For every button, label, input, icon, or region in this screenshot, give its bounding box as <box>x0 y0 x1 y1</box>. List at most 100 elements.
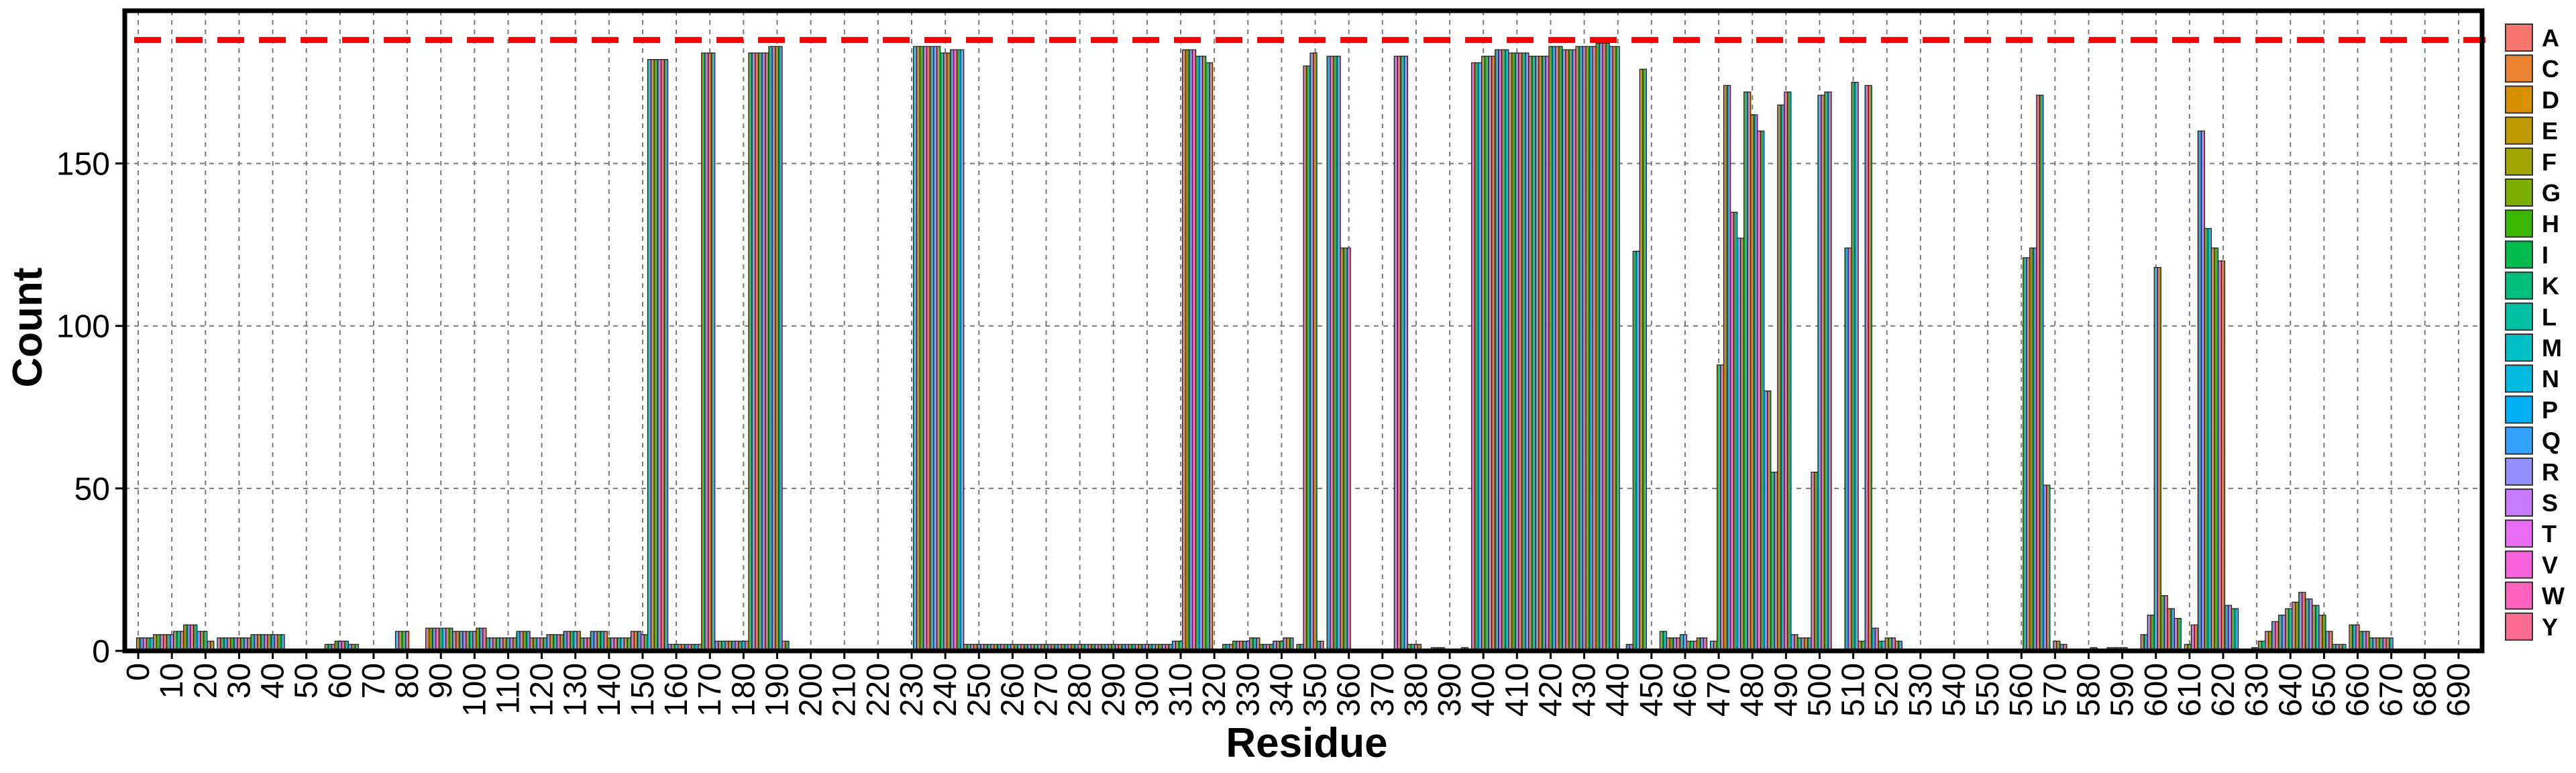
bar-segment <box>2271 621 2273 651</box>
bar-segment <box>2233 609 2235 651</box>
bar-segment <box>1210 62 1212 652</box>
bar-segment <box>1705 637 1707 651</box>
bar-segment <box>280 634 282 651</box>
bar-segment <box>2209 228 2210 652</box>
bar-segment <box>1605 43 1607 652</box>
bar-segment <box>537 637 539 651</box>
bar-segment <box>407 631 409 651</box>
bar-segment <box>348 644 350 651</box>
bar-segment <box>197 631 199 651</box>
bar-segment <box>1407 644 1409 651</box>
bar-segment <box>440 628 442 651</box>
bar-segment <box>2305 599 2307 651</box>
bar-segment <box>469 631 471 651</box>
bar-segment <box>519 631 521 651</box>
bar-segment <box>465 631 466 651</box>
bar-segment <box>2165 595 2167 651</box>
bar-segment <box>2224 605 2226 651</box>
bar-segment <box>1346 248 1348 651</box>
bar-segment <box>1401 56 1403 652</box>
bar-segment <box>1572 50 1574 652</box>
bar-segment <box>464 631 466 651</box>
bar-segment <box>1767 391 1769 651</box>
bar-segment <box>769 46 771 651</box>
bar-segment <box>158 634 160 651</box>
bar-segment <box>2370 637 2372 651</box>
bar-segment <box>1013 644 1015 651</box>
bar-segment <box>1127 644 1129 651</box>
bar-segment <box>958 50 960 652</box>
x-tick-label: 470 <box>1701 663 1737 717</box>
bar-segment <box>2271 631 2272 651</box>
bar-segment <box>1025 644 1027 651</box>
bar-segment <box>1058 644 1059 651</box>
bar-segment <box>1603 43 1605 652</box>
bar-segment <box>1238 641 1240 651</box>
bar-segment <box>2328 631 2330 651</box>
bar-segment <box>764 52 766 651</box>
bar-segment <box>751 52 753 651</box>
bar-segment <box>1002 644 1004 651</box>
bar-segment <box>2369 637 2371 651</box>
legend-label: Y <box>2542 613 2558 641</box>
bar-segment <box>1232 644 1233 651</box>
bar-segment <box>1193 50 1195 652</box>
x-tick-label: 540 <box>1937 663 1972 717</box>
legend-item-I: I <box>2505 240 2548 269</box>
bar-segment <box>1674 637 1676 651</box>
bar-segment <box>2056 641 2058 651</box>
bar-segment <box>714 641 716 651</box>
bar-segment <box>1535 56 1537 652</box>
bar-segment <box>1234 641 1236 651</box>
bar-segment <box>2314 605 2316 651</box>
bar-segment <box>487 637 489 651</box>
bar-segment <box>1782 105 1784 651</box>
bar-segment <box>739 641 741 651</box>
bar-segment <box>2191 625 2193 651</box>
bar-segment <box>1250 637 1252 651</box>
bar-segment <box>237 637 239 651</box>
legend-item-L: L <box>2505 302 2557 331</box>
bar-segment <box>581 637 583 651</box>
legend-item-T: T <box>2505 519 2557 548</box>
bar-segment <box>1093 644 1095 651</box>
x-tick-label: 130 <box>558 663 594 717</box>
bar-segment <box>2277 621 2279 651</box>
bar-segment <box>940 52 942 651</box>
bar-segment <box>220 637 222 651</box>
bar-residue-377 <box>1403 56 1408 652</box>
bar-segment <box>2284 615 2286 651</box>
bar-segment <box>2192 625 2194 651</box>
bar-segment <box>2044 485 2046 651</box>
bar-segment <box>577 631 579 651</box>
bar-segment <box>1207 62 1209 652</box>
bar-segment <box>263 634 265 651</box>
bar-segment <box>438 628 439 651</box>
bar-segment <box>341 641 343 651</box>
bar-segment <box>1888 637 1890 651</box>
bar-segment <box>191 625 193 651</box>
bar-segment <box>168 634 170 651</box>
bar-segment <box>1347 248 1349 651</box>
bar-segment <box>1668 637 1669 651</box>
legend-item-N: N <box>2505 364 2559 393</box>
bar-segment <box>1331 56 1333 652</box>
bar-segment <box>343 641 344 651</box>
bar-segment <box>2157 267 2159 651</box>
bar-segment <box>1085 644 1087 651</box>
bar-segment <box>1062 644 1064 651</box>
bar-segment <box>1574 50 1576 652</box>
bar-segment <box>172 634 174 651</box>
bar-segment <box>1600 43 1602 652</box>
bar-segment <box>1342 248 1344 651</box>
bar-segment <box>1130 644 1131 651</box>
bar-segment <box>2196 625 2197 651</box>
bar-segment <box>1576 46 1577 651</box>
bar-segment <box>2226 605 2229 651</box>
bar-segment <box>941 52 943 651</box>
bar-segment <box>1060 644 1062 651</box>
bar-segment <box>1583 46 1585 651</box>
bar-segment <box>1262 644 1264 651</box>
bar-segment <box>635 631 637 651</box>
x-tick-label: 260 <box>995 663 1030 717</box>
